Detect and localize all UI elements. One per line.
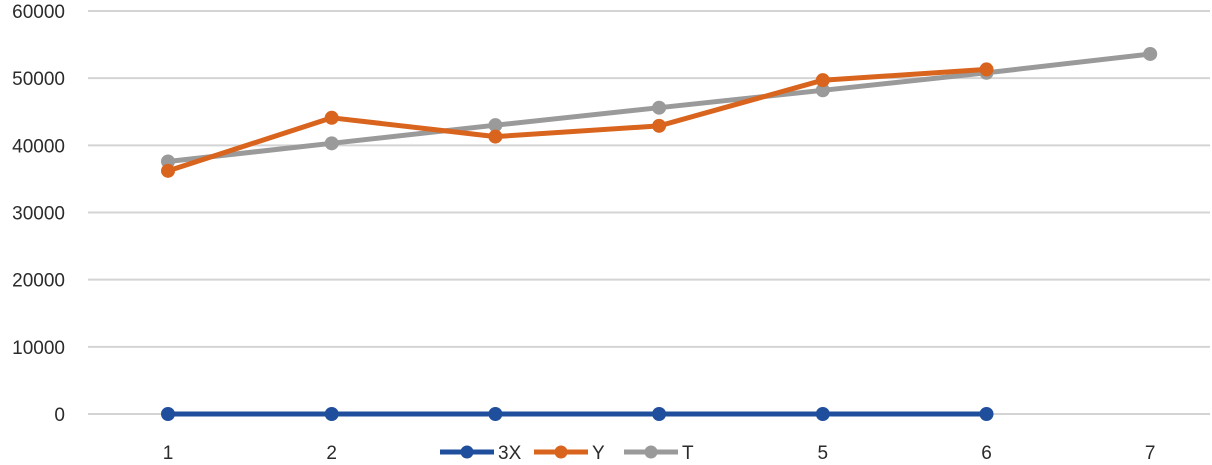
y-axis: 0 10000 20000 30000 40000 50000 60000 bbox=[12, 2, 65, 426]
legend-label: T bbox=[682, 443, 694, 464]
legend-item-3x: 3X bbox=[440, 443, 522, 464]
data-point bbox=[161, 407, 175, 421]
gridlines bbox=[88, 10, 1210, 415]
y-tick-label: 20000 bbox=[12, 271, 65, 292]
data-point bbox=[161, 163, 175, 178]
legend: 3X Y T bbox=[440, 443, 694, 464]
legend-item-y: Y bbox=[534, 443, 605, 464]
y-tick-label: 10000 bbox=[12, 338, 65, 359]
data-point bbox=[815, 73, 830, 88]
y-tick-label: 50000 bbox=[12, 69, 65, 90]
x-tick-label: 1 bbox=[163, 443, 174, 464]
data-point bbox=[979, 407, 994, 421]
x-tick-label: 2 bbox=[326, 443, 337, 464]
series-3x bbox=[161, 407, 994, 421]
legend-marker bbox=[644, 445, 658, 459]
legend-marker bbox=[460, 445, 474, 459]
data-point bbox=[488, 407, 503, 421]
y-tick-label: 40000 bbox=[12, 136, 65, 157]
y-tick-label: 30000 bbox=[12, 204, 65, 225]
x-tick-label: 5 bbox=[818, 443, 829, 464]
data-point bbox=[324, 110, 339, 125]
x-tick-label: 6 bbox=[981, 443, 992, 464]
data-point bbox=[652, 118, 667, 133]
y-tick-label: 60000 bbox=[12, 2, 65, 23]
data-point bbox=[979, 62, 994, 77]
legend-marker bbox=[554, 445, 568, 459]
data-point bbox=[652, 100, 667, 115]
data-point bbox=[652, 407, 667, 421]
data-point bbox=[324, 136, 339, 151]
x-tick-label: 7 bbox=[1145, 443, 1156, 464]
legend-item-t: T bbox=[624, 443, 694, 464]
series-line bbox=[165, 66, 989, 174]
series-layer bbox=[161, 46, 1158, 421]
y-tick-label: 0 bbox=[54, 405, 65, 426]
data-point bbox=[1143, 46, 1158, 61]
data-point bbox=[815, 407, 830, 421]
series-y bbox=[161, 62, 994, 178]
legend-label: Y bbox=[592, 443, 605, 464]
data-point bbox=[488, 129, 503, 144]
legend-label: 3X bbox=[498, 443, 522, 464]
x-axis: 1 2 5 6 7 bbox=[163, 443, 1156, 464]
data-point bbox=[324, 407, 339, 421]
series-t bbox=[161, 46, 1158, 169]
